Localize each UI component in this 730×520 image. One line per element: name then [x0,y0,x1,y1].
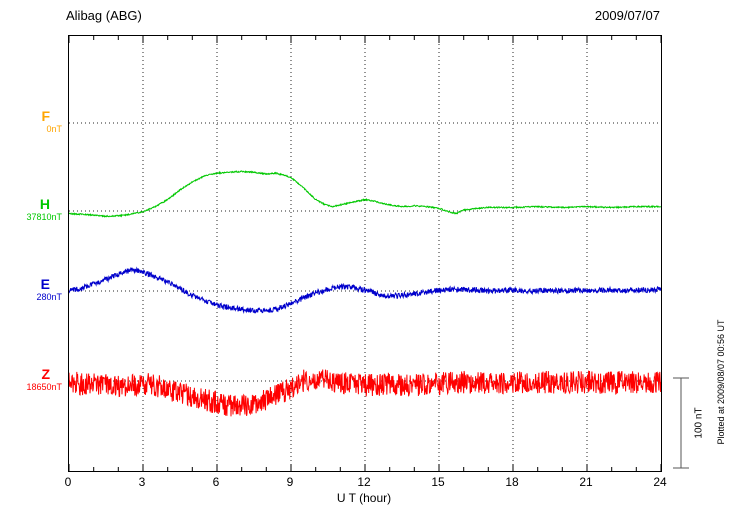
x-tick-label: 12 [357,475,371,489]
plotted-at-note: Plotted at 2009/08/07 00:56 UT [716,319,726,445]
x-tick-label: 9 [286,475,294,489]
trace-E [69,266,661,315]
series-letter-E: E [40,275,50,292]
series-letter-Z: Z [41,365,50,382]
x-tick-label: 0 [64,475,72,489]
x-axis-label: U T (hour) [336,491,392,505]
station-title: Alibag (ABG) [66,8,142,23]
trace-Z [69,369,661,417]
x-tick-label: 15 [431,475,445,489]
series-label-Z: Z 18650nT [2,366,62,392]
x-tick-label: 24 [653,475,667,489]
series-reference-Z: 18650nT [26,381,62,392]
series-reference-E: 280nT [36,291,62,302]
x-tick-label: 18 [505,475,519,489]
series-letter-H: H [39,196,50,212]
plot-date: 2009/07/07 [594,8,660,23]
x-tick-label: 21 [579,475,593,489]
scale-bar [673,377,689,469]
x-tick-label: 6 [212,475,220,489]
trace-H [69,170,661,218]
series-letter-F: F [41,108,50,124]
plot-svg [69,36,661,471]
scale-bar-label: 100 nT [693,407,705,439]
x-tick-label: 3 [138,475,146,489]
series-reference-F: 0nT [46,124,62,134]
series-reference-H: 37810nT [26,212,62,222]
plot-area [68,35,662,472]
series-label-E: E 280nT [2,276,62,302]
series-label-H: H 37810nT [2,196,62,222]
series-label-F: F 0nT [2,108,62,134]
